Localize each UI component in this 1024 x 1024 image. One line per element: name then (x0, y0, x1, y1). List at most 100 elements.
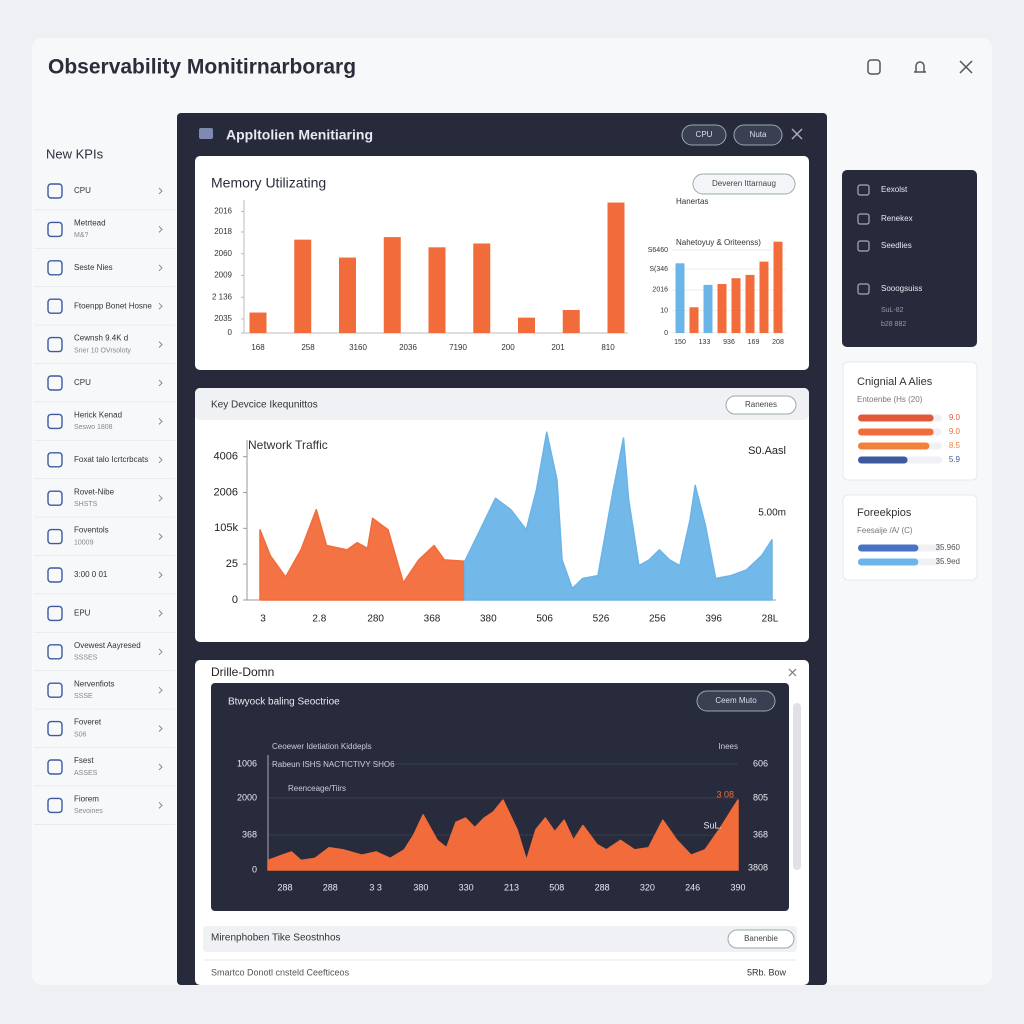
sidebar-icon (47, 490, 63, 506)
bar (383, 237, 401, 333)
chevron (158, 456, 163, 464)
legend-entry: Reenceage/Tiirs (288, 784, 346, 793)
drill-area (267, 799, 739, 871)
bar (294, 239, 312, 333)
menu-icon (857, 283, 870, 295)
sidebar-row[interactable] (34, 709, 175, 747)
sidebar-icon (47, 260, 63, 276)
sidebar-icon (47, 375, 63, 391)
sidebar-label: EPU (74, 609, 91, 618)
x-label: 3 (260, 614, 266, 625)
sidebar-row[interactable] (34, 748, 175, 786)
sidebar-icon (47, 759, 63, 775)
x-label: 936 (723, 339, 735, 346)
sidebar-label: Fsest (74, 756, 94, 765)
x-label: 169 (748, 339, 760, 346)
sidebar-row[interactable] (34, 594, 175, 632)
sidebar-row[interactable] (34, 402, 175, 440)
sidebar-icon (47, 528, 63, 545)
y-tick-label: 25 (226, 558, 238, 570)
x-label: 2.8 (312, 614, 326, 625)
sidebar-row[interactable] (34, 287, 175, 325)
mini-title: Hanertas (676, 197, 708, 206)
panel-button-label: Nuta (750, 130, 767, 139)
sidebar-row[interactable] (34, 556, 175, 594)
chevron (158, 571, 163, 579)
chevron (158, 533, 163, 540)
sidebar-icon (47, 720, 63, 737)
alerts-title: Cnignial A Alies (857, 376, 933, 388)
note: 3 08 (716, 789, 734, 799)
sidebar-icon (47, 413, 63, 430)
sidebar-label: Fiorem (74, 795, 99, 804)
sidebar-row[interactable] (34, 517, 175, 555)
bar (689, 307, 699, 333)
sidebar-row[interactable] (34, 632, 175, 671)
menu-item[interactable]: Sooogsuiss (881, 284, 922, 293)
sidebar-icon (47, 682, 63, 698)
y-tick-label: 0 (252, 864, 257, 874)
sidebar-label: Foxat talo Icrtcrbcats (74, 455, 148, 464)
menu-item[interactable]: Renekex (881, 214, 913, 223)
sidebar-label: CPU (74, 378, 91, 387)
footer-button[interactable] (727, 929, 795, 949)
bar (607, 202, 625, 333)
menu-icon (857, 184, 870, 196)
chevron (158, 302, 163, 310)
progress-bar (858, 414, 934, 422)
note: 5.00m (758, 508, 786, 519)
right-label: 805 (753, 792, 768, 802)
sidebar-row[interactable] (34, 786, 175, 824)
x-label: 150 (674, 339, 686, 346)
icon-close[interactable] (959, 60, 973, 74)
mini-subtitle: Nahetoyuy & Oriteenss) (676, 238, 761, 247)
sidebar-sub: ASSES (74, 770, 98, 777)
sidebar-sub: SHSTS (74, 501, 98, 508)
sidebar-row[interactable] (34, 440, 175, 479)
page-title: Observability Monitirnarborarg (48, 56, 356, 79)
traffic-button[interactable] (725, 395, 797, 415)
bar (759, 261, 769, 333)
sidebar-row[interactable] (34, 364, 175, 402)
drill-title: Drille-Domn (211, 665, 274, 679)
y-tick-label: 2018 (214, 227, 232, 236)
panel-button[interactable] (681, 124, 727, 146)
progress-label: 8.5 (949, 441, 961, 450)
y-tick-label: 1006 (237, 758, 257, 768)
x-label: 526 (593, 614, 610, 625)
memory-dropdown[interactable] (692, 173, 796, 195)
bar (745, 274, 755, 333)
x-label: 2036 (399, 343, 417, 352)
traffic-card-header (195, 388, 809, 420)
y-tick-label: 368 (242, 829, 257, 839)
sidebar-label: CPU (74, 186, 91, 195)
sidebar-label: Seste Nies (74, 263, 113, 272)
icon-share[interactable] (867, 59, 881, 75)
progress-bar (858, 428, 934, 436)
x-label: 380 (413, 882, 428, 892)
sidebar-row[interactable] (34, 479, 175, 517)
menu-item[interactable]: Eexolst (881, 185, 908, 194)
sidebar-row[interactable] (34, 671, 175, 709)
y-tick-label: 2016 (214, 207, 232, 216)
drill-close[interactable] (788, 668, 797, 677)
icon-bell[interactable] (914, 61, 926, 73)
bar (717, 284, 727, 333)
panel-close[interactable] (791, 128, 803, 140)
x-label: 133 (699, 339, 711, 346)
y-tick-label: 0 (232, 594, 238, 606)
sidebar-label: Nervenfiots (74, 679, 114, 688)
drill-button[interactable] (696, 690, 776, 712)
sidebar-row[interactable] (34, 248, 175, 287)
panel-button[interactable] (733, 124, 783, 146)
sidebar-row[interactable] (34, 172, 175, 210)
progress-bar (858, 456, 908, 464)
x-label: 3 3 (369, 882, 382, 892)
sidebar-row[interactable] (34, 325, 175, 363)
footer-title: Mirenphoben Tike Seostnhos (211, 933, 341, 944)
chevron (158, 418, 163, 425)
menu-item[interactable]: Seedlies (881, 241, 912, 250)
sidebar-label: Cewnsh 9.4K d (74, 334, 128, 343)
sidebar-row[interactable] (34, 210, 175, 248)
